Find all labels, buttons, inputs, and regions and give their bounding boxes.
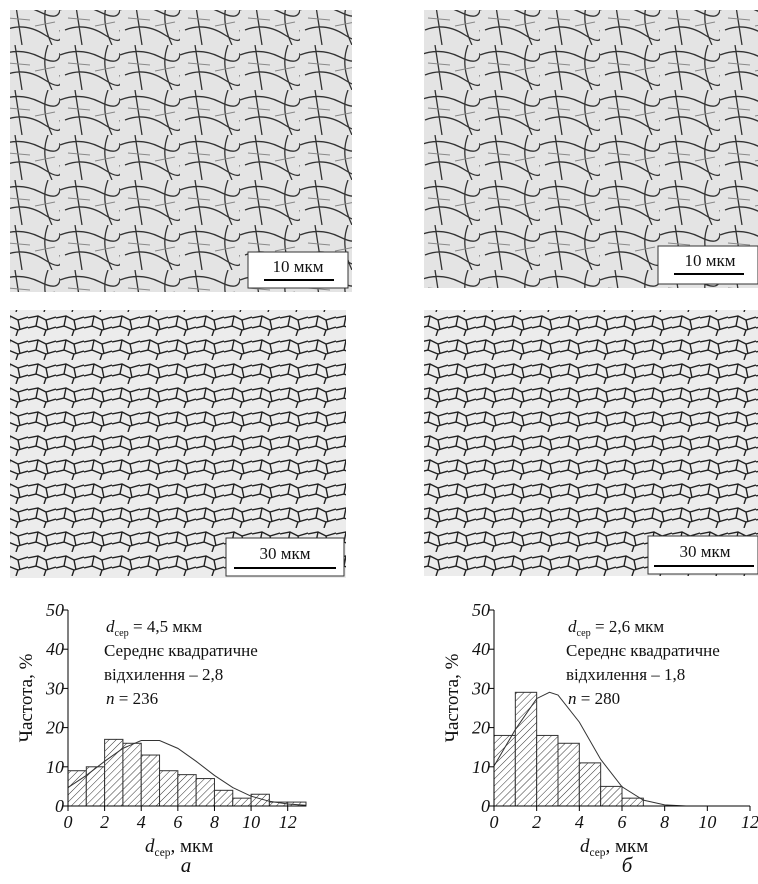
formula: dсер, мкм xyxy=(580,836,648,859)
y-tick-label: 40 xyxy=(472,639,490,659)
annotation-line: Середнє квадратичне xyxy=(104,641,258,660)
x-tick-label: 4 xyxy=(575,812,584,832)
y-tick-label: 10 xyxy=(472,757,490,777)
formula: dсер, мкм xyxy=(145,836,213,859)
x-tick-label: 6 xyxy=(618,812,627,832)
y-tick-label: 50 xyxy=(46,600,64,620)
y-tick-label: 0 xyxy=(481,796,490,816)
bar xyxy=(600,785,623,807)
bar xyxy=(213,789,234,807)
annotation-line: відхилення – 1,8 xyxy=(566,665,685,684)
annotation-line: відхилення – 2,8 xyxy=(104,665,223,684)
x-tick-label: 10 xyxy=(698,812,716,832)
micrograph xyxy=(424,310,758,576)
subscript: сер xyxy=(577,628,591,639)
bar xyxy=(195,778,215,807)
scale-label: 10 мкм xyxy=(272,257,323,276)
text: = 4,5 мкм xyxy=(129,617,203,636)
bar xyxy=(514,691,538,807)
formula: n = 280 xyxy=(568,689,620,708)
y-tick-label: 40 xyxy=(46,639,64,659)
formula: n = 236 xyxy=(106,689,158,708)
x-tick-label: 0 xyxy=(64,812,73,832)
x-tick-label: 6 xyxy=(173,812,182,832)
scale-bar: 30 мкм xyxy=(225,537,345,577)
panel-caption: а xyxy=(181,853,192,877)
scale-bar: 10 мкм xyxy=(657,245,758,285)
text: = 280 xyxy=(577,689,621,708)
x-tick-label: 0 xyxy=(490,812,499,832)
bar xyxy=(67,770,87,807)
x-tick-label: 10 xyxy=(242,812,260,832)
text: = 2,6 мкм xyxy=(591,617,665,636)
subscript: сер xyxy=(590,847,606,859)
x-tick-label: 8 xyxy=(210,812,219,832)
bar xyxy=(621,797,644,807)
subscript: сер xyxy=(115,628,129,639)
bar xyxy=(104,738,124,807)
micrograph xyxy=(424,10,758,288)
bar xyxy=(536,734,559,807)
y-tick-label: 30 xyxy=(45,678,64,698)
bar xyxy=(177,774,197,807)
annotation-line: Середнє квадратичне xyxy=(566,641,720,660)
x-tick-label: 2 xyxy=(532,812,541,832)
symbol: n xyxy=(106,689,115,708)
bar xyxy=(557,742,580,807)
bar xyxy=(140,754,161,807)
x-tick-label: 8 xyxy=(660,812,669,832)
y-tick-label: 20 xyxy=(472,718,490,738)
fit-curve xyxy=(67,740,307,806)
y-tick-label: 20 xyxy=(46,718,64,738)
bar xyxy=(493,734,516,807)
scale-label: 30 мкм xyxy=(679,542,730,561)
scale-bar: 10 мкм xyxy=(247,251,349,289)
symbol: n xyxy=(568,689,577,708)
bar xyxy=(122,742,142,807)
fit-curve xyxy=(493,691,687,807)
scale-label: 30 мкм xyxy=(259,544,310,563)
x-tick-label: 2 xyxy=(100,812,109,832)
x-tick-label: 12 xyxy=(741,812,758,832)
micrograph xyxy=(10,310,346,578)
symbol: d xyxy=(568,617,577,636)
bar xyxy=(578,762,602,807)
text: = 236 xyxy=(115,689,159,708)
text: , мкм xyxy=(170,836,213,857)
symbol: d xyxy=(106,617,115,636)
y-tick-label: 50 xyxy=(472,600,490,620)
scale-label: 10 мкм xyxy=(684,251,735,270)
x-tick-label: 12 xyxy=(279,812,297,832)
y-axis-label: Частота, % xyxy=(16,653,37,742)
panel-caption: б xyxy=(622,853,634,877)
y-tick-label: 30 xyxy=(471,678,490,698)
formula: dсер = 4,5 мкм xyxy=(106,617,202,639)
symbol: d xyxy=(580,836,590,857)
bar xyxy=(232,797,252,807)
bar xyxy=(159,770,179,807)
subscript: сер xyxy=(155,847,171,859)
text: , мкм xyxy=(605,836,648,857)
formula: dсер = 2,6 мкм xyxy=(568,617,664,639)
x-tick-label: 4 xyxy=(137,812,146,832)
y-tick-label: 0 xyxy=(55,796,64,816)
micrograph xyxy=(10,10,352,292)
y-axis-label: Частота, % xyxy=(442,653,463,742)
symbol: d xyxy=(145,836,155,857)
y-tick-label: 10 xyxy=(46,757,64,777)
scale-bar: 30 мкм xyxy=(647,535,758,575)
